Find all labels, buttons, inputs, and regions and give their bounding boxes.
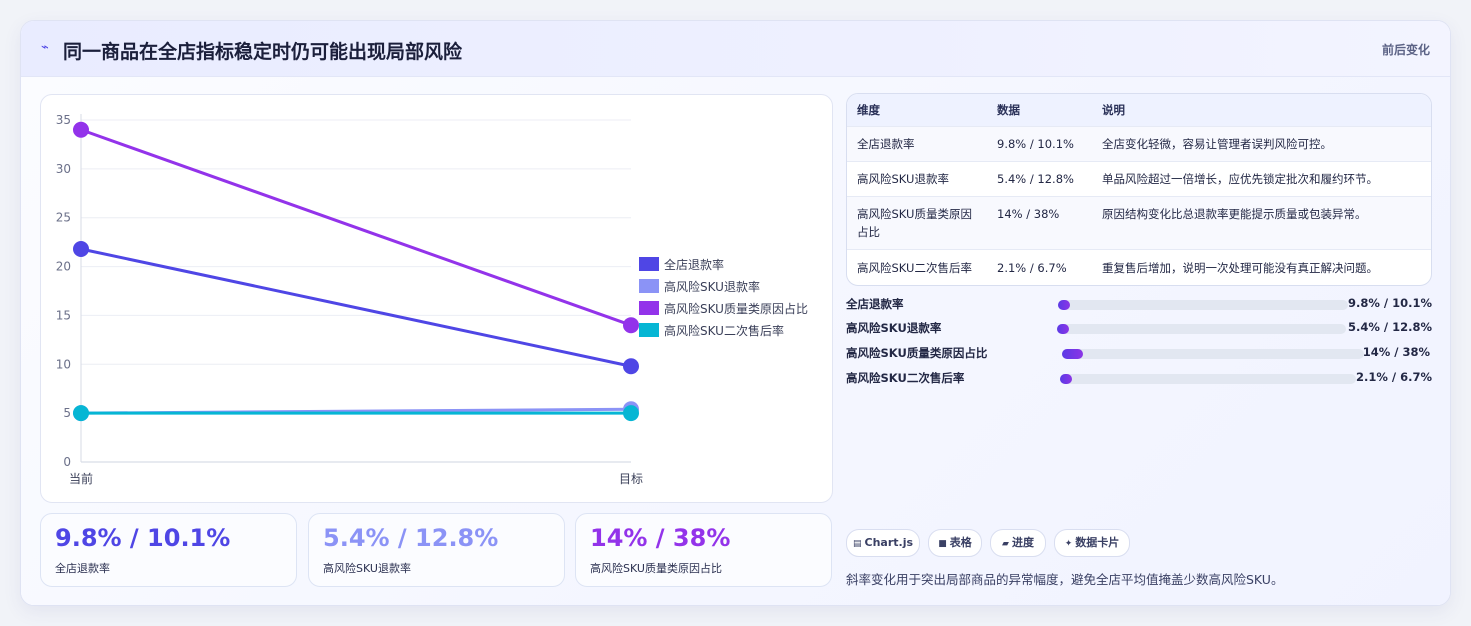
progress-label: 高风险SKU二次售后率 [846,371,965,385]
progress-value: 9.8% / 10.1% [1348,296,1432,310]
table-cell-dimension: 高风险SKU二次售后率 [857,261,972,275]
table-row: 全店退款率 9.8% / 10.1% 全店变化轻微，容易让管理者误判风险可控。 [847,126,1431,162]
table-cell-note: 原因结构变化比总退款率更能提示质量或包装异常。 [1102,207,1367,221]
progress-fill [1062,349,1084,359]
kpi-card-sku-refund: 5.4% / 12.8% 高风险SKU退款率 [308,513,565,587]
data-table: 维度 数据 说明 全店退款率 9.8% / 10.1% 全店变化轻微，容易让管理… [846,93,1432,286]
card-header: ⌁ 同一商品在全店指标稳定时仍可能出现局部风险 前后变化 [21,21,1450,77]
table-row: 高风险SKU二次售后率 2.1% / 6.7% 重复售后增加，说明一次处理可能没… [847,249,1431,285]
table-cell-note: 重复售后增加，说明一次处理可能没有真正解决问题。 [1102,261,1378,275]
kpi-label: 全店退款率 [55,562,110,575]
table-cell-dimension: 全店退款率 [857,137,915,151]
kpi-value: 14% / 38% [590,524,731,552]
series-line [80,247,632,368]
table-cell-dimension: 高风险SKU退款率 [857,172,949,186]
legend-swatch [639,323,659,337]
data-point [73,240,89,257]
pill-label: 进度 [1011,536,1034,549]
table-cell-data: 5.4% / 12.8% [997,172,1074,186]
progress-label: 高风险SKU质量类原因占比 [846,346,988,360]
kpi-card-sku-quality: 14% / 38% 高风险SKU质量类原因占比 [575,513,832,587]
kpi-value: 5.4% / 12.8% [323,524,499,552]
y-tick-label: 30 [56,162,71,176]
table-header-cell: 数据 [997,103,1020,117]
pill-label: Chart.js [864,536,914,549]
y-tick-label: 10 [56,357,71,371]
legend-label: 全店退款率 [664,257,724,272]
y-tick-label: 25 [56,211,71,225]
table-row: 高风险SKU质量类原因占比 14% / 38% 原因结构变化比总退款率更能提示质… [847,196,1431,250]
x-tick-label: 当前 [69,471,93,486]
y-tick-label: 15 [56,308,71,322]
x-tick-label: 目标 [619,472,643,486]
progress-label: 全店退款率 [846,297,904,311]
progress-row: 高风险SKU质量类原因占比 14% / 38% [846,343,1432,363]
table-header-cell: 说明 [1102,103,1125,117]
progress-row: 全店退款率 9.8% / 10.1% [846,294,1432,314]
progress-value: 5.4% / 12.8% [1348,320,1432,334]
data-point [623,317,639,334]
legend-swatch [639,301,659,315]
chart-icon: ▤ [852,539,862,549]
data-point [73,405,89,422]
table-header-cell: 维度 [857,103,880,117]
header-tag: 前后变化 [1381,43,1430,57]
kpi-label: 高风险SKU质量类原因占比 [590,562,722,575]
data-point [623,358,639,375]
table-cell-data: 14% / 38% [997,207,1060,221]
progress-fill [1060,374,1072,384]
pill-label: 数据卡片 [1075,536,1120,549]
chart-panel: 0 5 10 15 20 25 30 35 当前 目标 全店退款率高风险SKU退款率高风险SKU质量… [40,94,833,503]
pulse-icon: ⌁ [41,40,49,55]
table-cell-note: 单品风险超过一倍增长，应优先锁定批次和履约环节。 [1102,172,1378,186]
y-tick-label: 20 [56,260,71,274]
table-row: 高风险SKU退款率 5.4% / 12.8% 单品风险超过一倍增长，应优先锁定批… [847,161,1431,197]
legend-swatch [639,279,659,293]
progress-fill [1057,324,1069,334]
table-cell-data: 9.8% / 10.1% [997,137,1074,151]
pill-table[interactable]: ■ 表格 [928,529,982,557]
sparkle-icon: ✦ [1064,539,1073,549]
progress-row: 高风险SKU二次售后率 2.1% / 6.7% [846,368,1432,388]
table-cell-dimension: 高风险SKU质量类原因占比 [857,207,972,239]
progress-value: 14% / 38% [1362,345,1430,359]
pill-chartjs[interactable]: ▤ Chart.js [846,529,920,557]
y-tick-label: 35 [56,113,71,127]
table-header: 维度 数据 说明 [847,94,1431,126]
pill-progress[interactable]: ▰ 进度 [990,529,1046,557]
progress-value: 2.1% / 6.7% [1356,370,1432,384]
progress-row: 高风险SKU退款率 5.4% / 12.8% [846,318,1432,338]
progress-icon: ▰ [1002,539,1009,549]
legend-label: 高风险SKU退款率 [664,279,760,294]
series-line [80,128,632,327]
pill-label: 表格 [949,536,972,549]
legend-swatch [639,257,659,271]
kpi-value: 9.8% / 10.1% [55,524,231,552]
progress-track [1058,300,1348,310]
footnote: 斜率变化用于突出局部商品的异常幅度，避免全店平均值掩盖少数高风险SKU。 [846,572,1284,587]
legend-label: 高风险SKU二次售后率 [664,323,784,338]
progress-track [1062,349,1364,359]
data-point [73,121,89,138]
main-card: ⌁ 同一商品在全店指标稳定时仍可能出现局部风险 前后变化 0 5 10 15 20 25 3… [20,20,1451,606]
table-icon: ■ [938,539,947,549]
legend-label: 高风险SKU质量类原因占比 [664,301,808,316]
kpi-label: 高风险SKU退款率 [323,562,411,575]
table-cell-note: 全店变化轻微，容易让管理者误判风险可控。 [1102,137,1332,151]
data-point [623,405,639,422]
pill-data-cards[interactable]: ✦ 数据卡片 [1054,529,1130,557]
slope-chart: 0 5 10 15 20 25 30 35 当前 目标 全店退款率高风险SKU退款率高风险SKU质量… [56,113,808,486]
progress-fill [1058,300,1070,310]
kpi-card-store-refund: 9.8% / 10.1% 全店退款率 [40,513,297,587]
page-title: 同一商品在全店指标稳定时仍可能出现局部风险 [63,41,463,63]
progress-track [1057,324,1346,334]
y-tick-label: 5 [63,406,71,420]
progress-label: 高风险SKU退款率 [846,321,942,335]
progress-track [1060,374,1356,384]
y-tick-label: 0 [63,455,71,469]
table-cell-data: 2.1% / 6.7% [997,261,1067,275]
